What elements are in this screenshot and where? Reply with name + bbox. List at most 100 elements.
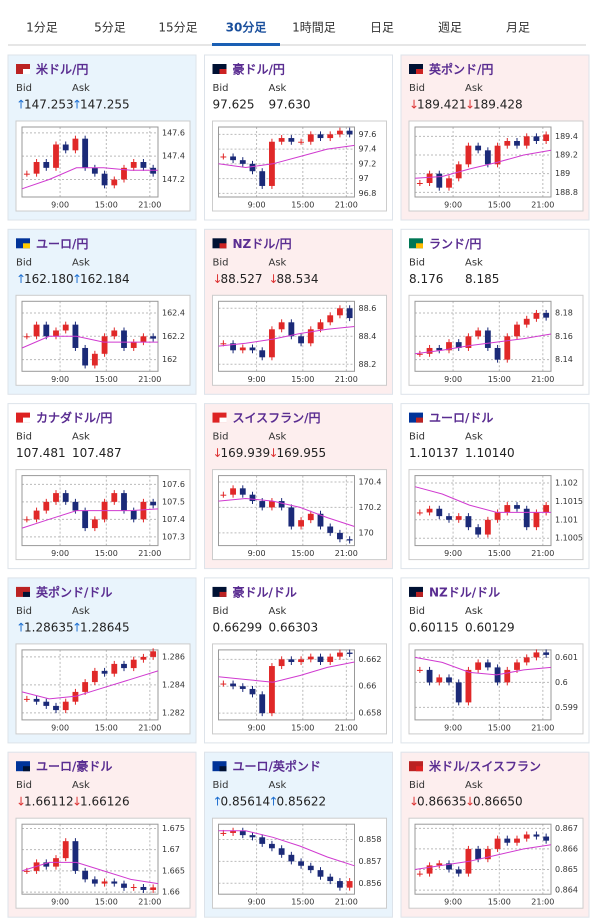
x-tick-label: 9:00 (248, 898, 266, 907)
pair-name[interactable]: 英ポンド/円 (429, 62, 493, 77)
pair-name[interactable]: カナダドル/円 (36, 410, 112, 425)
tab[interactable]: 週足 (438, 21, 462, 35)
candle-body (72, 138, 79, 151)
candle-body (327, 315, 334, 323)
bid-arrow: ↓ (213, 446, 223, 460)
flag (219, 591, 227, 597)
candle-body (220, 494, 227, 496)
pair-name[interactable]: ランド/円 (429, 237, 481, 251)
candle-body (533, 136, 540, 141)
plot-frame (414, 475, 552, 547)
candle-body (307, 656, 314, 660)
flag (416, 417, 423, 423)
pair-name[interactable]: 豪ドル/円 (233, 62, 285, 77)
candle-body (23, 698, 30, 700)
pair-name[interactable]: NZドル/円 (233, 237, 292, 251)
candle-body (269, 843, 275, 849)
x-tick-label: 21:00 (138, 201, 161, 210)
ask-price: 189.428 (473, 98, 523, 112)
tab[interactable]: 15分足 (158, 21, 197, 35)
y-tick-label: 0.66 (359, 682, 377, 691)
ask-label: Ask (72, 780, 90, 791)
pair-name[interactable]: 英ポンド/ドル (36, 584, 112, 599)
tab[interactable]: 日足 (370, 21, 394, 35)
candle-body (504, 141, 511, 146)
bid-label: Bid (16, 780, 32, 791)
y-tick-label: 1.1005 (555, 534, 583, 543)
candle-body (337, 881, 343, 888)
candle-body (111, 179, 118, 186)
tab[interactable]: 5分足 (94, 21, 126, 35)
plot-frame (414, 649, 552, 721)
pair-name[interactable]: NZドル/ドル (429, 585, 500, 599)
ask-label: Ask (269, 257, 287, 268)
y-tick-label: 97.2 (359, 159, 377, 168)
candle-body (33, 698, 40, 702)
candle-body (317, 513, 324, 527)
candle-body (288, 854, 295, 862)
x-tick-label: 15:00 (95, 375, 118, 384)
candle-body (220, 683, 227, 685)
chart-box (408, 643, 584, 735)
ask-arrow: ↓ (269, 272, 279, 286)
tab[interactable]: 1分足 (26, 21, 58, 35)
pair-name[interactable]: ユーロ/英ポンド (233, 759, 321, 774)
candle-body (259, 501, 266, 508)
chart-box (408, 294, 584, 386)
tab[interactable]: 30分足 (226, 20, 267, 35)
candle-body (72, 841, 79, 871)
candle-body (494, 145, 501, 165)
moving-average (414, 333, 552, 355)
pair-name[interactable]: ユーロ/ドル (429, 411, 493, 425)
candle-body (455, 164, 462, 179)
ask-price: 107.487 (72, 446, 122, 460)
candle-body (533, 312, 540, 319)
x-tick-label: 21:00 (335, 375, 358, 384)
pair-name[interactable]: スイスフラン/円 (233, 411, 321, 425)
candle-body (23, 173, 30, 175)
ask-price: 1.28645 (80, 620, 130, 634)
plot-frame (218, 649, 355, 721)
candle-body (436, 863, 443, 866)
candle-body (465, 145, 472, 165)
candle-body (446, 178, 452, 188)
ask-price: 0.86650 (473, 795, 523, 809)
candle-body (239, 488, 246, 495)
x-tick-label: 21:00 (335, 549, 358, 558)
x-tick-label: 21:00 (138, 723, 161, 732)
tab[interactable]: 1時間足 (292, 21, 336, 35)
flag (416, 591, 423, 597)
x-tick-label: 9:00 (248, 201, 266, 210)
tab-underline (212, 43, 280, 46)
moving-average (414, 656, 552, 676)
y-tick-label: 1.282 (162, 708, 185, 717)
candle-body (33, 324, 40, 337)
candle-body (269, 329, 275, 358)
candle-body (33, 510, 40, 520)
candle-body (150, 336, 157, 339)
y-tick-label: 0.601 (555, 653, 578, 662)
x-tick-label: 9:00 (444, 201, 462, 210)
candle-body (514, 662, 520, 670)
y-tick-label: 96.8 (359, 189, 377, 198)
ask-label: Ask (465, 83, 483, 94)
pair-name[interactable]: 米ドル/スイスフラン (429, 759, 541, 774)
tab[interactable]: 月足 (506, 21, 530, 35)
candle-body (494, 838, 501, 849)
candle-body (436, 173, 443, 188)
candle-body (101, 336, 108, 354)
candle-body (346, 130, 353, 135)
bid-label: Bid (16, 83, 32, 94)
candle-body (465, 669, 472, 703)
ask-arrow: ↑ (72, 620, 82, 634)
candle-body (130, 342, 137, 348)
pair-name[interactable]: ユーロ/豪ドル (36, 759, 112, 774)
pair-name[interactable]: 米ドル/円 (36, 62, 88, 77)
y-tick-label: 189.2 (555, 151, 578, 160)
pair-name[interactable]: 豪ドル/ドル (233, 584, 297, 599)
candle-body (307, 329, 314, 344)
candle-body (43, 324, 50, 337)
plot-frame (414, 300, 552, 372)
pair-name[interactable]: ユーロ/円 (36, 237, 88, 251)
y-tick-label: 1.284 (162, 680, 185, 689)
